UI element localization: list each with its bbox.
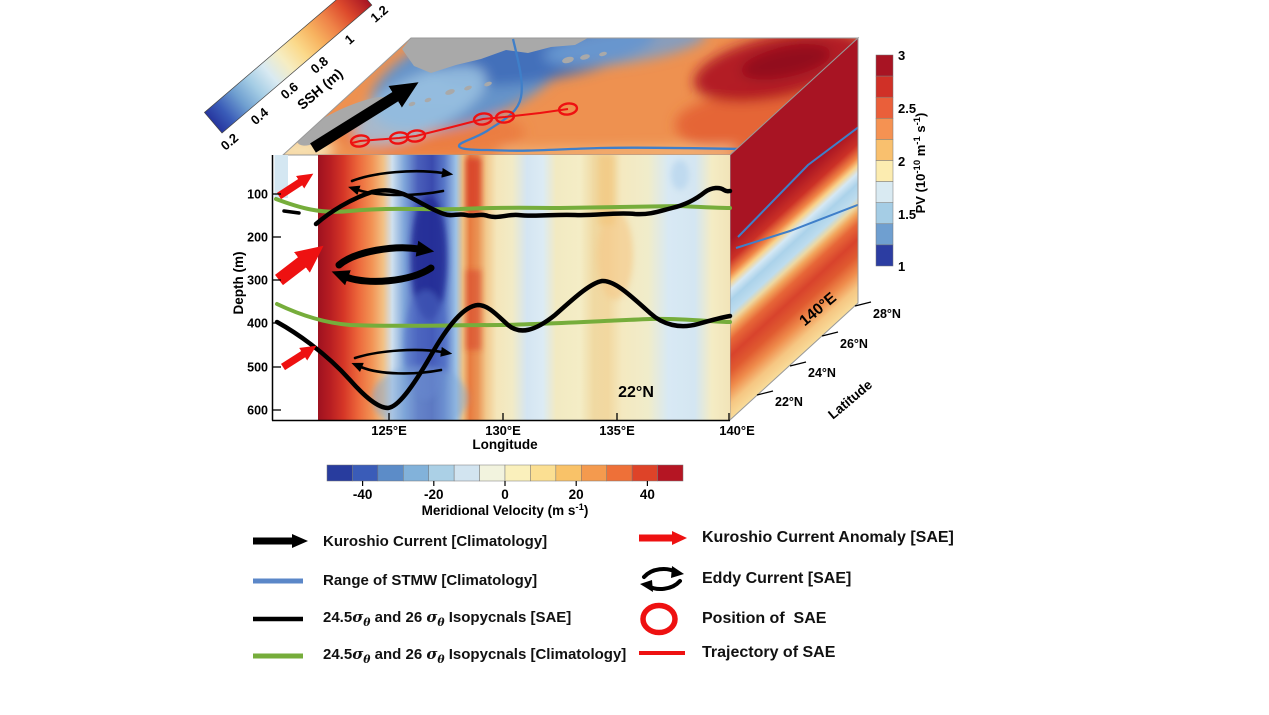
- lat-tick-label: 24°N: [808, 366, 836, 380]
- sae-position-circles: [349, 102, 579, 148]
- mv-colorbar-label: Meridional Velocity (m s-1): [422, 502, 589, 518]
- black-arrow-icon: [251, 532, 309, 550]
- legend-item-stmw-range: Range of STMW [Climatology]: [251, 572, 537, 589]
- lon-tick-label: 135°E: [599, 423, 635, 438]
- legend-item-kuroshio-anomaly: Kuroshio Current Anomaly [SAE]: [638, 529, 954, 547]
- pv-colorbar: 3 2.5 2 1.5 1 PV (10-10 m-1 s-1): [875, 48, 928, 274]
- pv-tick: 1.5: [898, 207, 916, 222]
- ssh-tick: 1: [342, 31, 357, 47]
- lon-tick-label: 140°E: [719, 423, 755, 438]
- mv-colorbar-ticks: [362, 481, 649, 486]
- pv-colorbar-label: PV (10-10 m-1 s-1): [912, 113, 928, 214]
- depth-tick-label: 500: [247, 361, 268, 375]
- pv-tick: 2.5: [898, 101, 916, 116]
- mv-tick: 20: [569, 487, 584, 502]
- legend-label: 24.5σθ and 26 σθ Isopycnals [Climatology…: [323, 645, 627, 666]
- ssh-colorbar-gradient: [203, 0, 373, 134]
- west-boundary-sliver: [274, 155, 288, 198]
- depth-axis-label: Depth (m): [231, 252, 246, 315]
- ssh-tick: 0.2: [218, 130, 241, 153]
- kuroshio-arrow-surface: [310, 82, 419, 153]
- eddy-current-arrows: [331, 167, 454, 375]
- mv-tick: 0: [501, 487, 509, 502]
- legend-item-trajectory-of-sae: Trajectory of SAE: [638, 644, 835, 662]
- legend-label: Eddy Current [SAE]: [702, 570, 852, 587]
- stmw-contour-pv-bottom: [735, 203, 858, 249]
- lat-tick-label: 22°N: [775, 395, 803, 409]
- stmw-contour-surface: [457, 38, 743, 152]
- green-line-icon: [251, 651, 309, 661]
- red-arrow-icon: [638, 529, 688, 547]
- lat-tick-label: 28°N: [873, 307, 901, 321]
- pv-tick: 1: [898, 259, 905, 274]
- depth-tick-label: 400: [247, 317, 268, 331]
- red-circle-icon: [638, 601, 688, 637]
- legend-label: Position of SAE: [702, 610, 827, 627]
- black-line-icon: [251, 614, 309, 624]
- legend-item-kuroshio-climatology: Kuroshio Current [Climatology]: [251, 532, 547, 550]
- legend-label: Kuroshio Current Anomaly [SAE]: [702, 529, 954, 546]
- legend-item-isopycnals-sae: 24.5σθ and 26 σθ Isopycnals [SAE]: [251, 608, 571, 629]
- blue-line-icon: [251, 576, 309, 586]
- lon-tick-label: 130°E: [485, 423, 521, 438]
- legend-label: Trajectory of SAE: [702, 644, 836, 661]
- pv-colorbar-segments: [875, 54, 894, 267]
- eddy-arrows-icon: [638, 563, 688, 595]
- depth-tick-label: 200: [247, 231, 268, 245]
- depth-axis-ticks: [273, 193, 281, 411]
- longitude-axis-label: Longitude: [472, 437, 538, 452]
- section-22n-label: 22°N: [618, 384, 654, 401]
- legend-item-eddy-current: Eddy Current [SAE]: [638, 563, 851, 595]
- legend-item-position-of-sae: Position of SAE: [638, 601, 826, 637]
- pv-tick: 2: [898, 154, 905, 169]
- depth-tick-label: 300: [247, 274, 268, 288]
- legend-label: Range of STMW [Climatology]: [323, 572, 538, 589]
- depth-tick-label: 600: [247, 404, 268, 418]
- isopycnal-sae-west-segment: [282, 209, 301, 215]
- stmw-contour-pv-top: [737, 125, 858, 238]
- mv-tick: -40: [353, 487, 373, 502]
- legend-item-isopycnals-climatology: 24.5σθ and 26 σθ Isopycnals [Climatology…: [251, 645, 626, 666]
- latitude-axis-label: Latitude: [825, 377, 875, 423]
- sae-trajectory-line: [351, 108, 569, 144]
- latitude-ticks: [756, 301, 872, 396]
- lat-tick-label: 26°N: [840, 337, 868, 351]
- front-face-velocity-section: 100 200 300 400 500 600 Depth (m) 125°E …: [231, 155, 755, 452]
- red-line-icon: [638, 648, 688, 658]
- legend-label: Kuroshio Current [Climatology]: [323, 532, 548, 550]
- mv-colorbar-segments: [326, 464, 684, 482]
- kuroshio-anomaly-arrows: [275, 173, 324, 371]
- legend-label: 24.5σθ and 26 σθ Isopycnals [SAE]: [323, 608, 572, 629]
- mv-tick: 40: [640, 487, 655, 502]
- mv-colorbar: -40 -20 0 20 40 Meridional Velocity (m s…: [326, 464, 684, 518]
- lon-tick-label: 125°E: [371, 423, 407, 438]
- longitude-axis-ticks: [388, 413, 730, 420]
- mv-tick: -20: [424, 487, 444, 502]
- depth-tick-label: 100: [247, 188, 268, 202]
- pv-tick: 3: [898, 48, 905, 63]
